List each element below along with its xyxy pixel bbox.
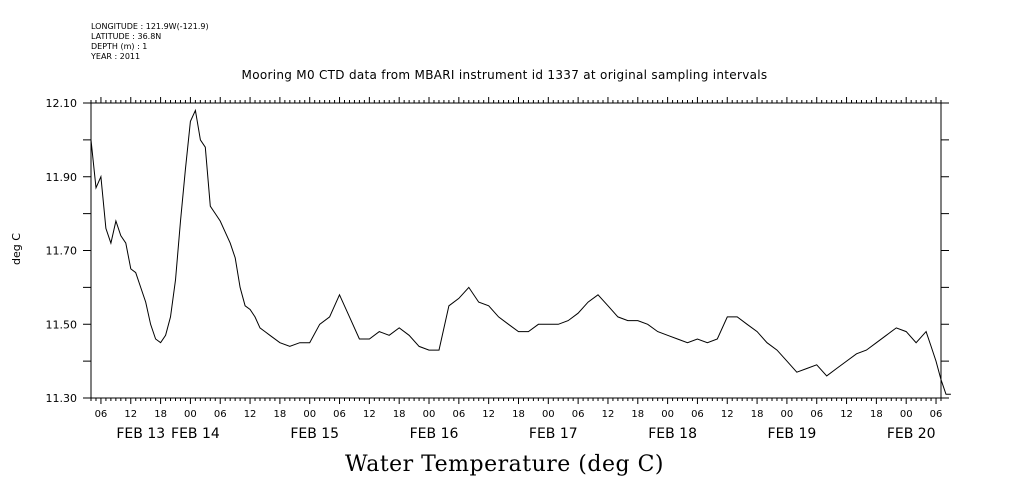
x-tick-label: 00 xyxy=(184,409,197,420)
x-tick-label: 00 xyxy=(542,409,555,420)
x-tick-label: 06 xyxy=(930,409,943,420)
x-tick-label: 12 xyxy=(840,409,853,420)
x-day-label: FEB 13 xyxy=(116,426,165,442)
x-tick-label: 18 xyxy=(154,409,167,420)
x-day-label: FEB 17 xyxy=(529,426,578,442)
metadata-longitude: LONGITUDE : 121.9W(-121.9) xyxy=(91,22,209,31)
x-tick-label: 18 xyxy=(274,409,287,420)
x-tick-label: 12 xyxy=(721,409,734,420)
x-tick-label: 00 xyxy=(303,409,316,420)
x-day-label: FEB 20 xyxy=(887,426,936,442)
x-day-label: FEB 14 xyxy=(171,426,220,442)
axis-tick-labels: 06 12 18 00 06 12 18 00 06 12 18 00 06 12 18 00 06 12 18 00… xyxy=(46,97,943,442)
x-tick-label: 18 xyxy=(631,409,644,420)
y-tick-label: 11.50 xyxy=(46,318,78,331)
x-tick-label: 06 xyxy=(452,409,465,420)
metadata-depth: DEPTH (m) : 1 xyxy=(91,42,148,51)
x-day-label: FEB 15 xyxy=(290,426,339,442)
x-tick-label: 12 xyxy=(602,409,615,420)
x-tick-label: 00 xyxy=(781,409,794,420)
x-tick-label: 00 xyxy=(423,409,436,420)
plot-frame xyxy=(90,102,942,399)
x-tick-label: 00 xyxy=(661,409,674,420)
x-tick-label: 18 xyxy=(751,409,764,420)
y-tick-label: 11.90 xyxy=(46,171,78,184)
metadata-year: YEAR : 2011 xyxy=(91,52,141,61)
x-tick-label: 18 xyxy=(870,409,883,420)
x-tick-label: 06 xyxy=(214,409,227,420)
series-line-water-temperature xyxy=(90,108,951,395)
x-tick-label: 18 xyxy=(512,409,525,420)
x-axis-label: Water Temperature (deg C) xyxy=(345,452,664,477)
y-tick-label: 11.30 xyxy=(46,392,78,405)
x-tick-label: 06 xyxy=(572,409,585,420)
metadata-block: LONGITUDE : 121.9W(-121.9) LATITUDE : 36… xyxy=(91,22,209,62)
x-tick-label: 12 xyxy=(244,409,257,420)
x-tick-label: 12 xyxy=(482,409,495,420)
x-tick-label: 12 xyxy=(124,409,137,420)
chart-title: Mooring M0 CTD data from MBARI instrumen… xyxy=(241,68,768,82)
x-tick-label: 06 xyxy=(95,409,108,420)
metadata-latitude: LATITUDE : 36.8N xyxy=(91,32,162,41)
x-day-label: FEB 16 xyxy=(410,426,459,442)
y-tick-label: 12.10 xyxy=(46,97,78,110)
x-tick-label: 18 xyxy=(393,409,406,420)
x-day-label: FEB 18 xyxy=(648,426,697,442)
x-tick-label: 06 xyxy=(810,409,823,420)
y-tick-label: 11.70 xyxy=(46,245,78,258)
x-day-label: FEB 19 xyxy=(768,426,817,442)
x-tick-label: 00 xyxy=(900,409,913,420)
x-tick-label: 12 xyxy=(363,409,376,420)
x-tick-label: 06 xyxy=(333,409,346,420)
axis-ticks xyxy=(83,97,949,404)
x-tick-label: 06 xyxy=(691,409,704,420)
